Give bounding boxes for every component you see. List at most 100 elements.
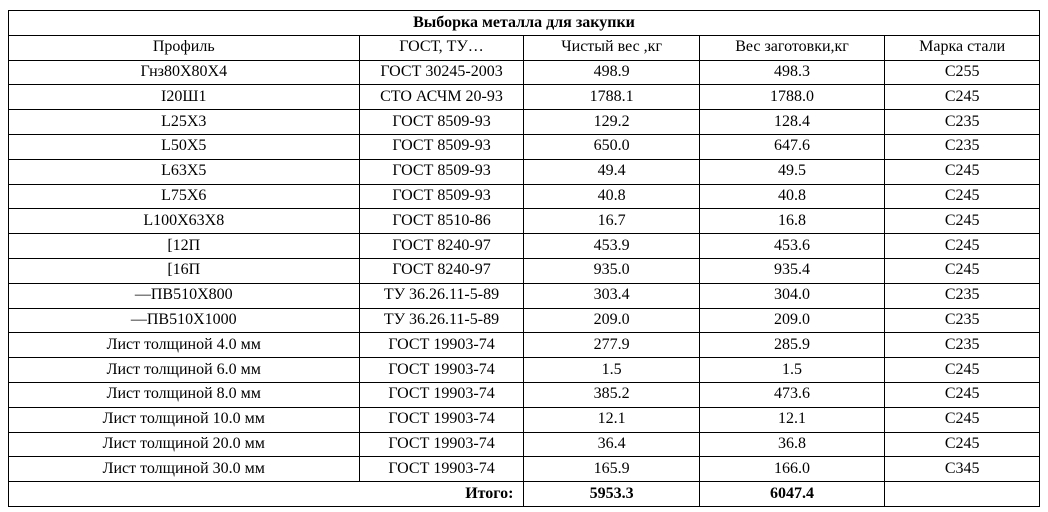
col-gost: ГОСТ, ТУ…: [359, 35, 524, 60]
cell: 498.3: [699, 60, 885, 85]
cell: ГОСТ 8240-97: [359, 258, 524, 283]
cell: 12.1: [524, 407, 699, 432]
cell: 36.8: [699, 432, 885, 457]
table-row: —ПВ510Х800ТУ 36.26.11-5-89303.4304.0С235: [9, 283, 1040, 308]
cell: 36.4: [524, 432, 699, 457]
cell: 129.2: [524, 110, 699, 135]
cell: L50X5: [9, 134, 360, 159]
cell: 12.1: [699, 407, 885, 432]
cell: 277.9: [524, 333, 699, 358]
table-row: Лист толщиной 8.0 ммГОСТ 19903-74385.247…: [9, 382, 1040, 407]
cell: С245: [885, 432, 1040, 457]
cell: 166.0: [699, 457, 885, 482]
cell: 1788.0: [699, 85, 885, 110]
cell: С255: [885, 60, 1040, 85]
cell: 304.0: [699, 283, 885, 308]
col-grade: Марка стали: [885, 35, 1040, 60]
cell: ГОСТ 8240-97: [359, 234, 524, 259]
cell: ГОСТ 8509-93: [359, 110, 524, 135]
cell: С245: [885, 209, 1040, 234]
cell: [12П: [9, 234, 360, 259]
cell: 303.4: [524, 283, 699, 308]
table-row: [12ПГОСТ 8240-97453.9453.6С245: [9, 234, 1040, 259]
cell: ГОСТ 19903-74: [359, 382, 524, 407]
cell: ГОСТ 19903-74: [359, 333, 524, 358]
cell: С245: [885, 358, 1040, 383]
cell: С245: [885, 234, 1040, 259]
table-row: I20Ш1СТО АСЧМ 20-931788.11788.0С245: [9, 85, 1040, 110]
cell: L63X5: [9, 159, 360, 184]
cell: С245: [885, 85, 1040, 110]
cell: ТУ 36.26.11-5-89: [359, 308, 524, 333]
cell: ГОСТ 8509-93: [359, 184, 524, 209]
col-blank: Вес заготовки,кг: [699, 35, 885, 60]
cell: ГОСТ 19903-74: [359, 407, 524, 432]
cell: 49.5: [699, 159, 885, 184]
cell: 209.0: [524, 308, 699, 333]
cell: ГОСТ 8509-93: [359, 134, 524, 159]
cell: 285.9: [699, 333, 885, 358]
cell: С245: [885, 184, 1040, 209]
cell: 385.2: [524, 382, 699, 407]
cell: 16.8: [699, 209, 885, 234]
cell: I20Ш1: [9, 85, 360, 110]
cell: —ПВ510Х800: [9, 283, 360, 308]
cell: С235: [885, 283, 1040, 308]
cell: L100X63X8: [9, 209, 360, 234]
cell: С245: [885, 258, 1040, 283]
cell: С235: [885, 308, 1040, 333]
table-body: Выборка металла для закупки Профиль ГОСТ…: [9, 11, 1040, 507]
table-title: Выборка металла для закупки: [9, 11, 1040, 36]
cell: 49.4: [524, 159, 699, 184]
cell: С245: [885, 159, 1040, 184]
cell: ГОСТ 8509-93: [359, 159, 524, 184]
cell: С245: [885, 407, 1040, 432]
cell: 40.8: [524, 184, 699, 209]
table-row: —ПВ510Х1000ТУ 36.26.11-5-89209.0209.0С23…: [9, 308, 1040, 333]
cell: С235: [885, 134, 1040, 159]
cell: 128.4: [699, 110, 885, 135]
col-profile: Профиль: [9, 35, 360, 60]
cell: 650.0: [524, 134, 699, 159]
table-row: L50X5ГОСТ 8509-93650.0647.6С235: [9, 134, 1040, 159]
cell: Гнз80Х80Х4: [9, 60, 360, 85]
cell: ГОСТ 8510-86: [359, 209, 524, 234]
cell: 453.9: [524, 234, 699, 259]
cell: 1.5: [699, 358, 885, 383]
totals-row: Итого:5953.36047.4: [9, 482, 1040, 507]
table-row: Лист толщиной 20.0 ммГОСТ 19903-7436.436…: [9, 432, 1040, 457]
cell: С345: [885, 457, 1040, 482]
cell: С235: [885, 333, 1040, 358]
cell: ГОСТ 30245-2003: [359, 60, 524, 85]
cell: 209.0: [699, 308, 885, 333]
cell: 165.9: [524, 457, 699, 482]
cell: L25X3: [9, 110, 360, 135]
table-row: L100X63X8ГОСТ 8510-8616.716.8С245: [9, 209, 1040, 234]
table-row: Лист толщиной 6.0 ммГОСТ 19903-741.51.5С…: [9, 358, 1040, 383]
cell: [16П: [9, 258, 360, 283]
table-row: L25X3ГОСТ 8509-93129.2128.4С235: [9, 110, 1040, 135]
totals-net: 5953.3: [524, 482, 699, 507]
cell: ГОСТ 19903-74: [359, 358, 524, 383]
table-row: [16ПГОСТ 8240-97935.0935.4С245: [9, 258, 1040, 283]
table-row: Лист толщиной 4.0 ммГОСТ 19903-74277.928…: [9, 333, 1040, 358]
cell: 647.6: [699, 134, 885, 159]
cell: ГОСТ 19903-74: [359, 432, 524, 457]
cell: 1788.1: [524, 85, 699, 110]
cell: ГОСТ 19903-74: [359, 457, 524, 482]
table-row: Лист толщиной 10.0 ммГОСТ 19903-7412.112…: [9, 407, 1040, 432]
cell: 40.8: [699, 184, 885, 209]
cell: 498.9: [524, 60, 699, 85]
cell: 1.5: [524, 358, 699, 383]
cell: 453.6: [699, 234, 885, 259]
header-row: Профиль ГОСТ, ТУ… Чистый вес ,кг Вес заг…: [9, 35, 1040, 60]
cell: С245: [885, 382, 1040, 407]
cell: 935.0: [524, 258, 699, 283]
cell: 16.7: [524, 209, 699, 234]
totals-blank: 6047.4: [699, 482, 885, 507]
totals-empty: [885, 482, 1040, 507]
cell: С235: [885, 110, 1040, 135]
cell: Лист толщиной 10.0 мм: [9, 407, 360, 432]
cell: 473.6: [699, 382, 885, 407]
cell: Лист толщиной 6.0 мм: [9, 358, 360, 383]
